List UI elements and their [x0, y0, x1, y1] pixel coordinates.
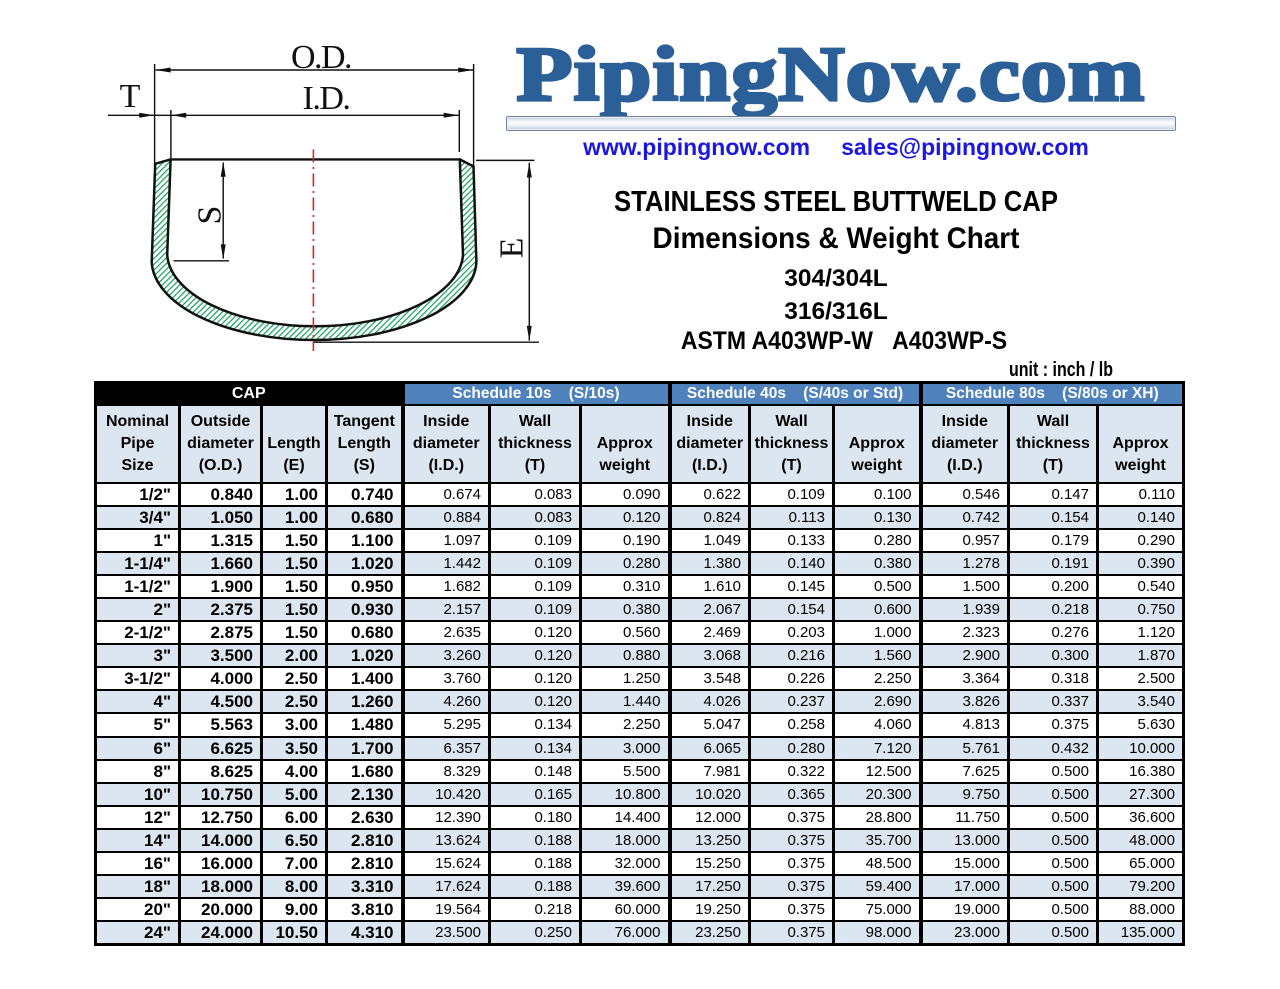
svg-text:O.D.: O.D.	[291, 39, 351, 76]
svg-text:S: S	[192, 206, 229, 225]
svg-text:T: T	[120, 78, 141, 115]
svg-text:I.D.: I.D.	[303, 80, 350, 117]
svg-text:E: E	[494, 238, 531, 259]
